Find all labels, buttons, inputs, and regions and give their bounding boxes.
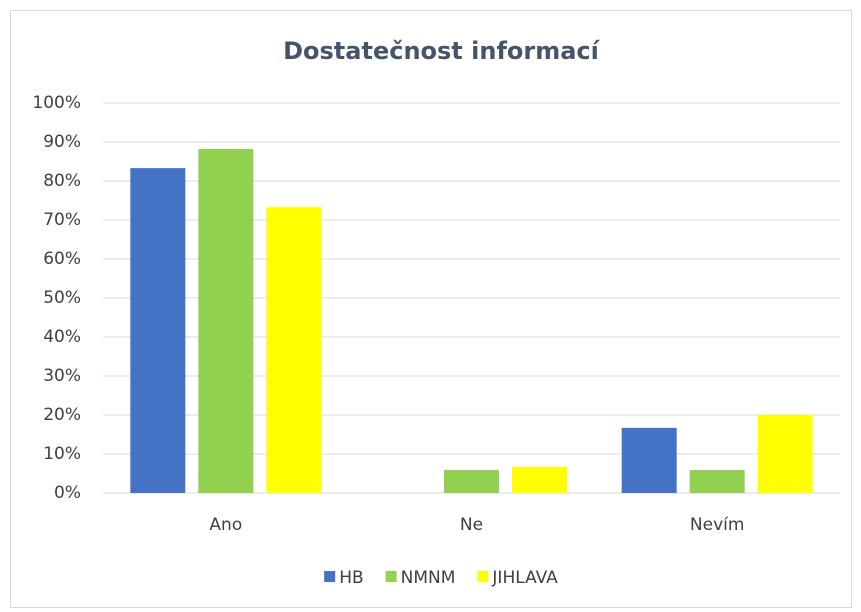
chart-title: Dostatečnost informací	[283, 37, 601, 65]
x-tick-label: Ne	[460, 515, 483, 535]
x-tick-label: Nevím	[690, 515, 745, 535]
y-tick-label: 60%	[43, 249, 81, 269]
legend-label: JIHLAVA	[491, 568, 558, 588]
legend-swatch	[385, 571, 397, 582]
y-tick-label: 40%	[43, 327, 81, 347]
x-tick-label: Ano	[209, 515, 242, 535]
bar	[689, 469, 745, 493]
y-tick-label: 100%	[32, 93, 81, 113]
bar	[444, 469, 499, 493]
y-tick-label: 30%	[43, 366, 81, 386]
bar	[512, 466, 567, 493]
legend-swatch	[324, 571, 336, 582]
bar	[621, 427, 677, 493]
y-tick-label: 10%	[43, 444, 81, 464]
bar	[130, 168, 186, 493]
y-tick-label: 20%	[43, 405, 81, 425]
legend-label: NMNM	[401, 568, 456, 588]
y-tick-label: 90%	[43, 132, 81, 152]
y-tick-label: 0%	[54, 483, 81, 503]
bar	[757, 415, 813, 493]
legend-label: HB	[339, 568, 363, 588]
bar	[198, 149, 254, 493]
bar	[266, 207, 322, 493]
y-tick-label: 50%	[43, 288, 81, 308]
legend-swatch	[477, 571, 489, 582]
y-tick-label: 70%	[43, 210, 81, 230]
y-tick-label: 80%	[43, 171, 81, 191]
